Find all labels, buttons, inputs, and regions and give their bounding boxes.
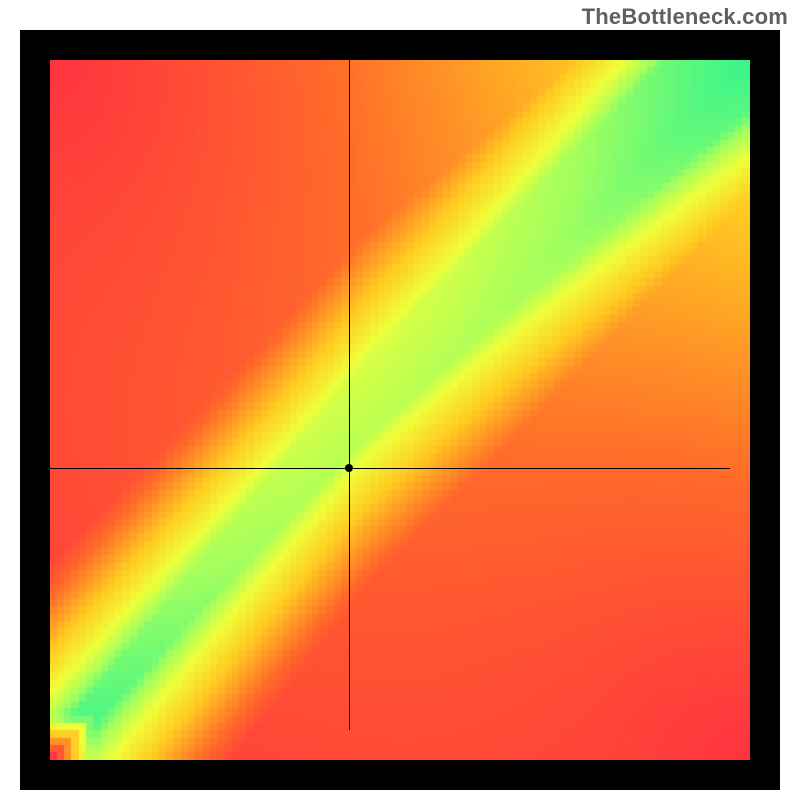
- crosshair-horizontal: [30, 468, 730, 469]
- crosshair-vertical: [349, 30, 350, 730]
- watermark-text: TheBottleneck.com: [582, 4, 788, 30]
- heatmap-plot: [50, 60, 750, 760]
- plot-frame: [20, 30, 780, 790]
- crosshair-marker: [345, 464, 353, 472]
- chart-container: TheBottleneck.com: [0, 0, 800, 800]
